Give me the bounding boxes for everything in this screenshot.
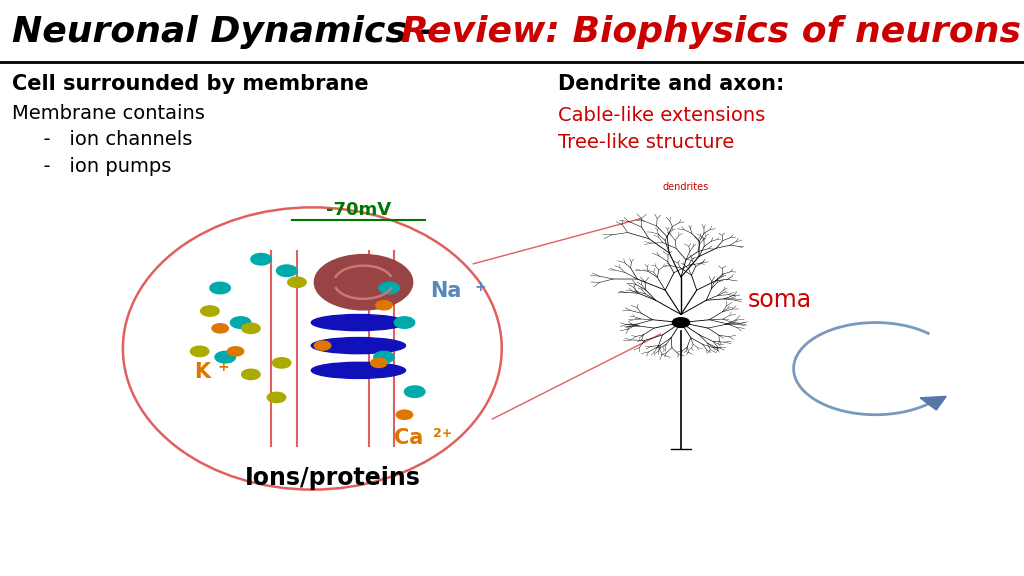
Circle shape [242,369,260,380]
Circle shape [242,323,260,334]
Text: dendrites: dendrites [663,182,710,192]
Circle shape [376,301,392,310]
Text: Review: Biophysics of neurons: Review: Biophysics of neurons [401,15,1021,50]
Text: Cell surrounded by membrane: Cell surrounded by membrane [12,74,369,93]
Text: -   ion pumps: - ion pumps [31,157,171,176]
Text: Dendrite and axon:: Dendrite and axon: [558,74,784,93]
Circle shape [272,358,291,368]
Ellipse shape [311,314,406,331]
Circle shape [404,386,425,397]
Circle shape [267,392,286,403]
Text: 2+: 2+ [433,427,453,440]
FancyBboxPatch shape [0,0,1024,60]
Circle shape [396,410,413,419]
Circle shape [374,351,394,363]
Text: Ions/proteins: Ions/proteins [245,466,421,490]
Polygon shape [921,396,946,410]
Text: Tree-like structure: Tree-like structure [558,134,734,152]
Circle shape [190,346,209,357]
Text: Ca: Ca [394,428,424,448]
Circle shape [673,318,689,327]
Text: -70mV: -70mV [326,201,391,219]
Circle shape [212,324,228,333]
Circle shape [210,282,230,294]
Circle shape [201,306,219,316]
Circle shape [288,277,306,287]
Circle shape [371,358,387,367]
Circle shape [227,347,244,356]
Text: +: + [217,361,228,374]
Text: Cable-like extensions: Cable-like extensions [558,106,765,124]
Circle shape [314,341,331,350]
Circle shape [314,255,413,310]
Circle shape [215,351,236,363]
Text: +: + [474,280,485,294]
Ellipse shape [311,362,406,378]
Text: K: K [195,362,211,381]
Circle shape [230,317,251,328]
Text: Na: Na [430,281,462,301]
Text: Neuronal Dynamics –: Neuronal Dynamics – [12,15,451,50]
Text: Membrane contains: Membrane contains [12,104,205,123]
Circle shape [379,282,399,294]
Ellipse shape [311,338,406,354]
Text: -   ion channels: - ion channels [31,131,193,149]
Circle shape [251,253,271,265]
Text: soma: soma [748,287,812,312]
Circle shape [276,265,297,276]
Circle shape [394,317,415,328]
